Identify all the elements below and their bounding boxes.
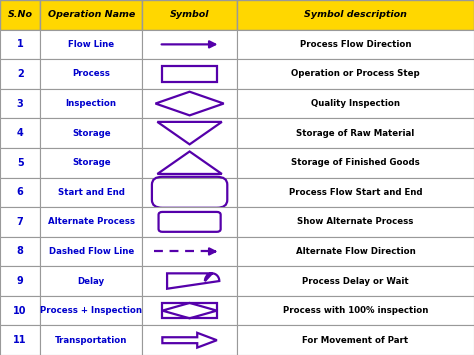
Text: Alternate Process: Alternate Process <box>48 217 135 226</box>
Bar <box>40 178 142 207</box>
Bar <box>237 207 474 237</box>
Text: Inspection: Inspection <box>66 99 117 108</box>
Text: Storage of Raw Material: Storage of Raw Material <box>296 129 415 138</box>
Bar <box>0 296 40 326</box>
Text: Operation or Process Step: Operation or Process Step <box>291 70 420 78</box>
Bar <box>237 326 474 355</box>
Bar <box>237 118 474 148</box>
Bar <box>142 29 237 59</box>
Bar <box>142 178 237 207</box>
Bar <box>40 0 142 29</box>
Text: Process + Inspection: Process + Inspection <box>40 306 142 315</box>
Bar <box>40 237 142 266</box>
Text: Storage of Finished Goods: Storage of Finished Goods <box>291 158 420 167</box>
Text: Storage: Storage <box>72 158 110 167</box>
Bar <box>40 118 142 148</box>
Bar <box>142 89 237 118</box>
Text: Symbol: Symbol <box>170 10 210 19</box>
Bar <box>162 66 217 82</box>
Bar <box>40 89 142 118</box>
Bar <box>237 59 474 89</box>
Bar <box>237 266 474 296</box>
Bar <box>0 326 40 355</box>
Bar <box>0 29 40 59</box>
Text: Operation Name: Operation Name <box>47 10 135 19</box>
Bar <box>142 326 237 355</box>
Bar <box>0 59 40 89</box>
Bar <box>142 148 237 178</box>
Text: Process Delay or Wait: Process Delay or Wait <box>302 277 409 285</box>
Bar <box>40 29 142 59</box>
Text: Transportation: Transportation <box>55 336 128 345</box>
Text: Process: Process <box>73 70 110 78</box>
Bar <box>237 0 474 29</box>
Text: Process Flow Direction: Process Flow Direction <box>300 40 411 49</box>
Text: 10: 10 <box>13 306 27 316</box>
Bar <box>237 89 474 118</box>
Text: 7: 7 <box>17 217 24 227</box>
Text: S.No: S.No <box>8 10 33 19</box>
Text: 9: 9 <box>17 276 24 286</box>
Text: Process Flow Start and End: Process Flow Start and End <box>289 188 422 197</box>
Text: 5: 5 <box>17 158 24 168</box>
Text: 3: 3 <box>17 99 24 109</box>
Text: Symbol description: Symbol description <box>304 10 407 19</box>
Text: 4: 4 <box>17 128 24 138</box>
Text: 6: 6 <box>17 187 24 197</box>
Bar <box>0 148 40 178</box>
Bar <box>40 326 142 355</box>
Text: Show Alternate Process: Show Alternate Process <box>297 217 414 226</box>
Bar <box>40 59 142 89</box>
Bar <box>237 237 474 266</box>
Bar <box>142 266 237 296</box>
Text: Dashed Flow Line: Dashed Flow Line <box>49 247 134 256</box>
Text: Storage: Storage <box>72 129 110 138</box>
Bar <box>40 296 142 326</box>
Bar <box>237 148 474 178</box>
Bar <box>0 0 40 29</box>
Bar <box>142 118 237 148</box>
Text: 1: 1 <box>17 39 24 49</box>
Bar <box>142 237 237 266</box>
Text: Process with 100% inspection: Process with 100% inspection <box>283 306 428 315</box>
Bar <box>142 296 237 326</box>
Bar <box>142 59 237 89</box>
Text: Flow Line: Flow Line <box>68 40 114 49</box>
Bar <box>40 266 142 296</box>
Bar <box>0 207 40 237</box>
Text: 2: 2 <box>17 69 24 79</box>
Text: 11: 11 <box>13 335 27 345</box>
Bar <box>142 207 237 237</box>
Bar <box>237 29 474 59</box>
Bar <box>0 89 40 118</box>
Bar <box>0 118 40 148</box>
Bar <box>162 303 217 318</box>
Text: Delay: Delay <box>78 277 105 285</box>
Text: Alternate Flow Direction: Alternate Flow Direction <box>296 247 415 256</box>
Text: Start and End: Start and End <box>58 188 125 197</box>
Bar <box>0 178 40 207</box>
Bar <box>237 178 474 207</box>
Text: 8: 8 <box>17 246 24 256</box>
Bar <box>40 148 142 178</box>
Bar <box>40 207 142 237</box>
Bar <box>0 237 40 266</box>
Bar <box>0 266 40 296</box>
Bar <box>142 0 237 29</box>
Bar <box>237 296 474 326</box>
Text: Quality Inspection: Quality Inspection <box>311 99 400 108</box>
Text: For Movement of Part: For Movement of Part <box>302 336 409 345</box>
